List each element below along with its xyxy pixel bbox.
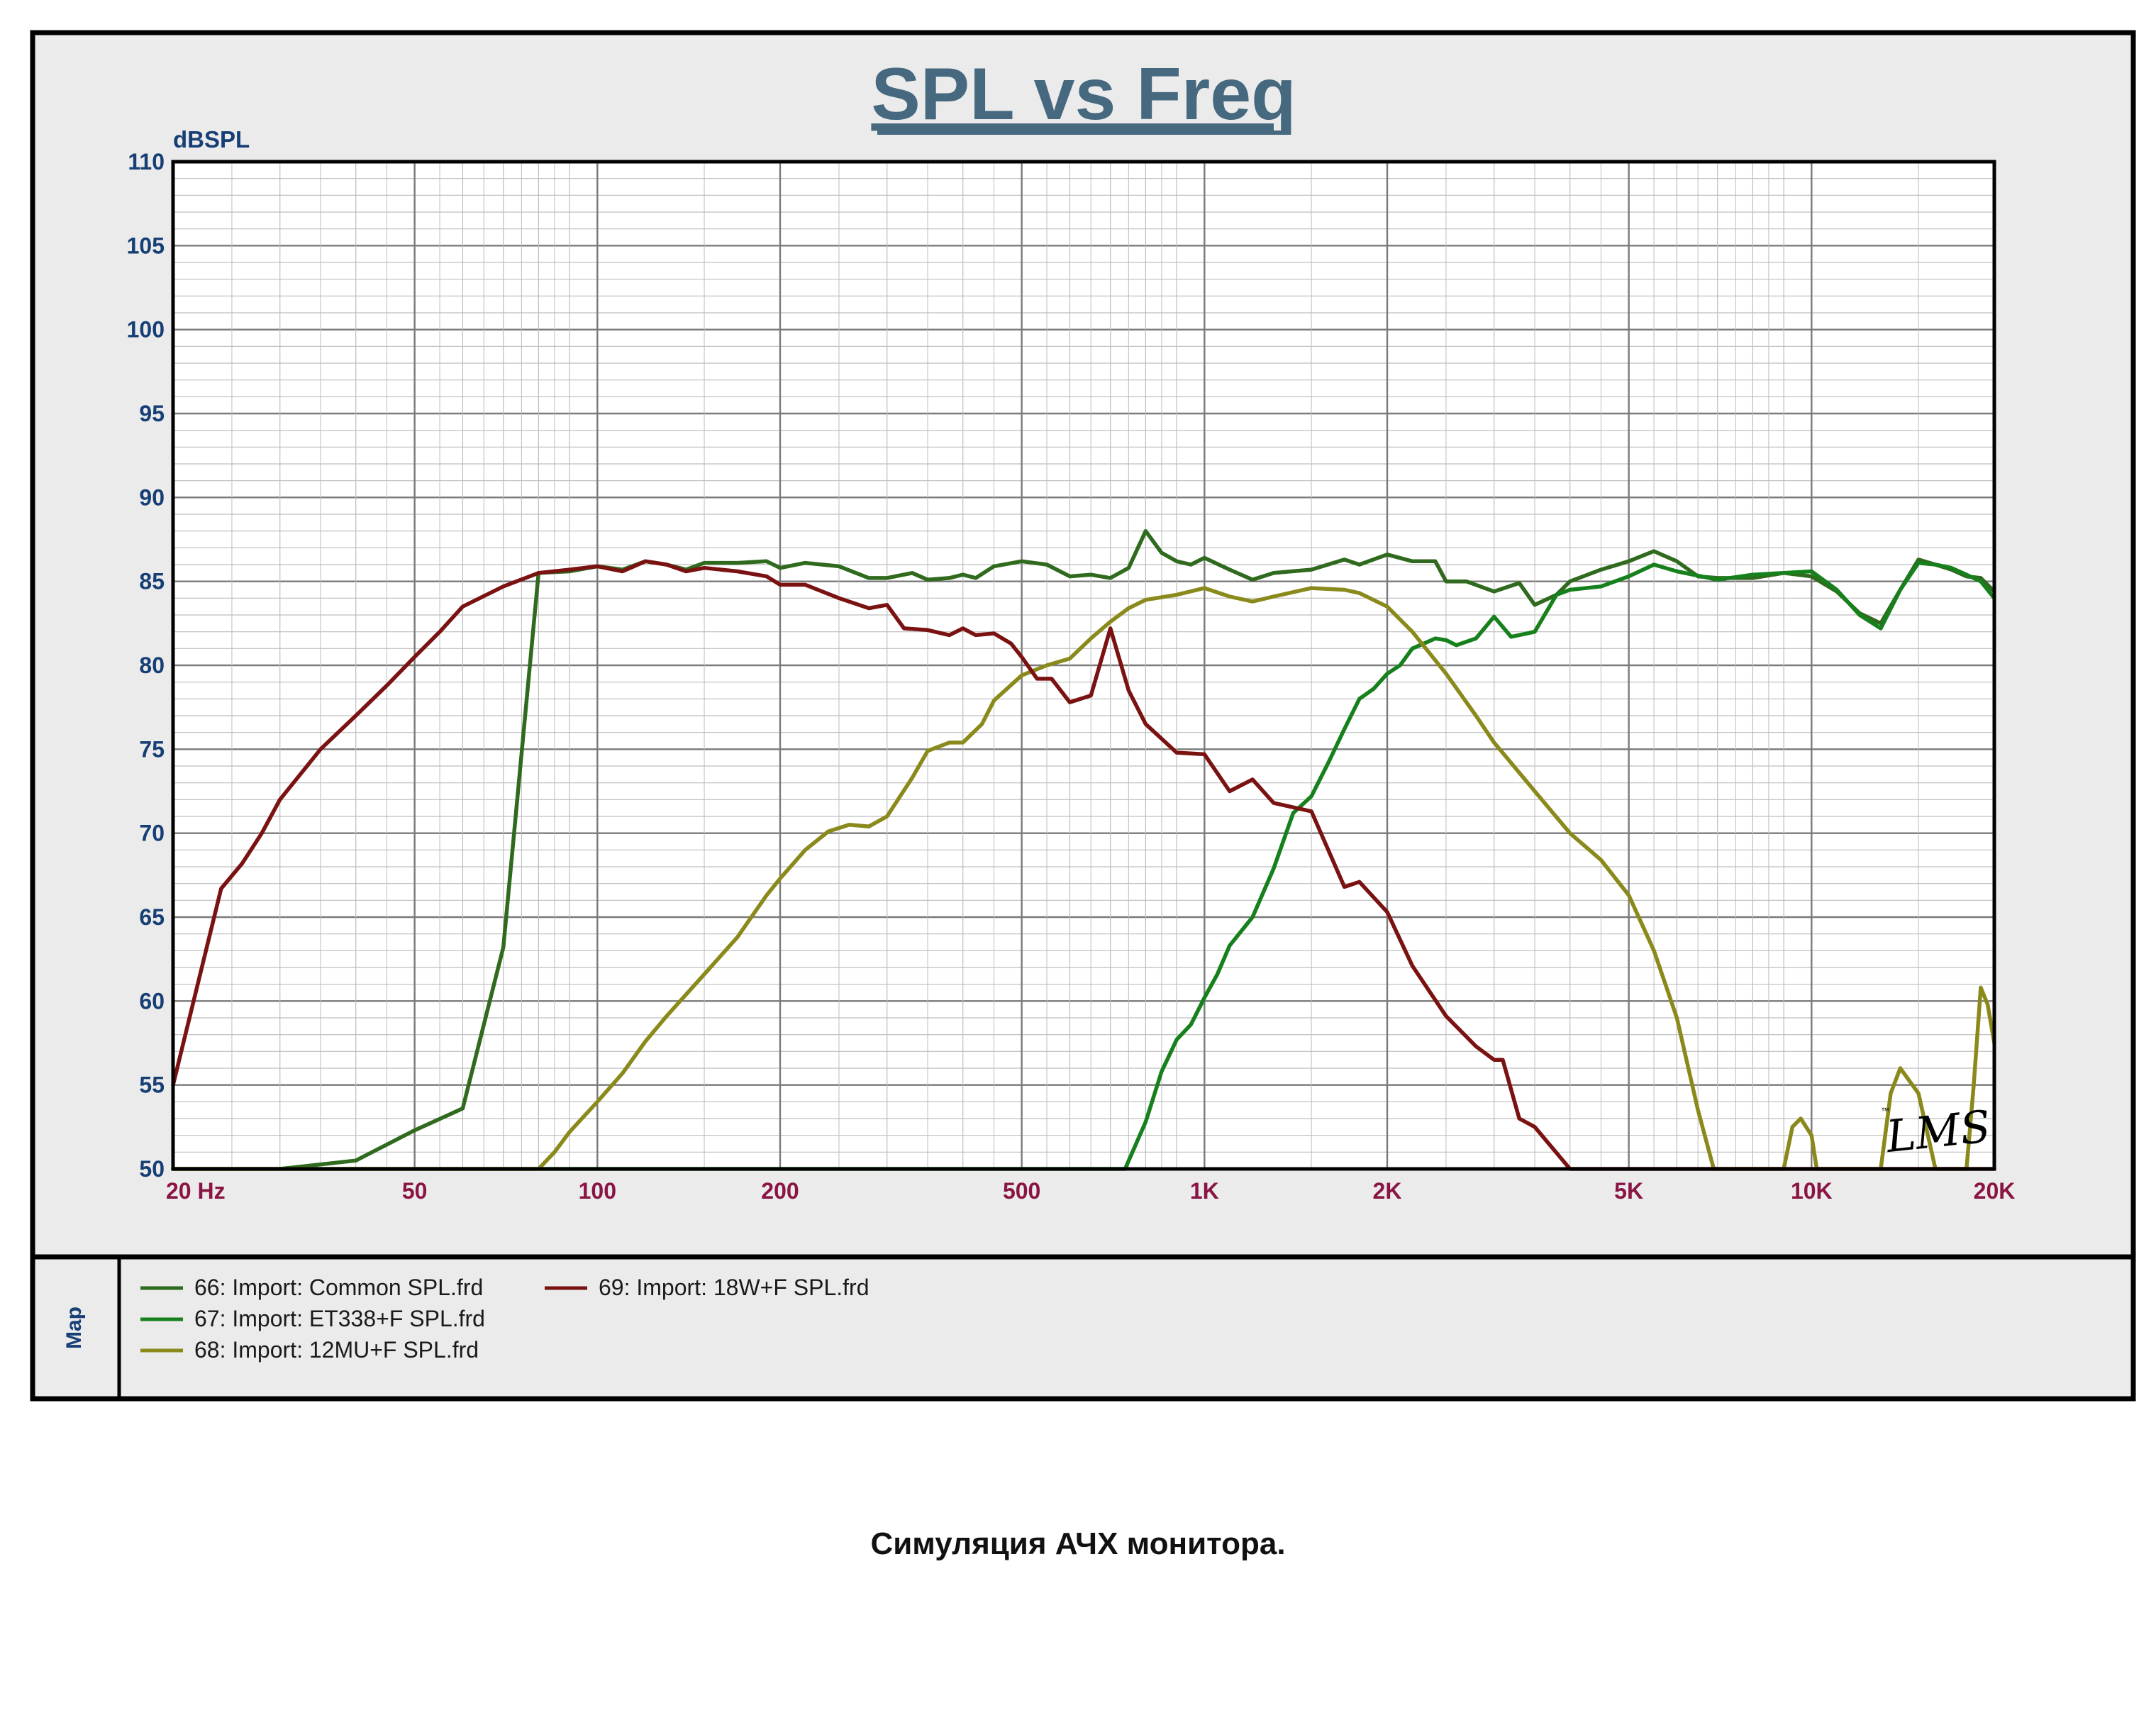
caption: Симуляция АЧХ монитора. [870, 1526, 1286, 1561]
x-tick-label: 200 [761, 1178, 799, 1204]
legend-items: 66: Import: Common SPL.frd 67: Import: ET… [140, 1275, 869, 1363]
series-line-3 [171, 586, 1996, 1171]
series-line-2 [171, 560, 1996, 1171]
legend-box [30, 1254, 2136, 1402]
y-tick-label: 105 [127, 233, 165, 258]
y-tick-label: 85 [139, 569, 165, 594]
legend-label: 68: Import: 12MU+F SPL.frd [194, 1337, 479, 1363]
series-line-4 [171, 559, 1996, 1171]
chart-title: SPL vs Freq [871, 53, 1296, 135]
x-tick-label: 1K [1190, 1178, 1219, 1204]
legend-label: 66: Import: Common SPL.frd [194, 1275, 483, 1300]
lms-logo-text: LMS [1883, 1100, 1993, 1163]
x-tick-label: 20 Hz [166, 1178, 226, 1204]
x-tick-label: 5K [1614, 1178, 1643, 1204]
x-tick-label: 20K [1974, 1178, 2016, 1204]
y-tick-label: 75 [139, 736, 165, 762]
x-tick-label: 100 [579, 1178, 616, 1204]
y-tick-labels: 110 105 100 95 90 85 80 75 70 65 60 55 50 [127, 149, 165, 1182]
y-tick-label: 90 [139, 484, 165, 510]
x-tick-label: 10K [1791, 1178, 1833, 1204]
y-tick-label: 110 [128, 149, 165, 174]
x-tick-label: 500 [1003, 1178, 1040, 1204]
y-tick-label: 95 [139, 401, 165, 426]
x-tick-label: 50 [402, 1178, 428, 1204]
y-tick-label: 80 [139, 653, 165, 678]
y-axis-label: dBSPL [173, 126, 250, 152]
legend-label: 69: Import: 18W+F SPL.frd [599, 1275, 869, 1300]
x-tick-label: 2K [1373, 1178, 1402, 1204]
grid [172, 160, 1996, 1170]
plot-border [171, 160, 1996, 1171]
lms-logo-tm: ™ [1881, 1106, 1889, 1116]
legend-side-label: Map [62, 1307, 86, 1349]
x-tick-labels: 20 Hz 50 100 200 500 1K 2K 5K 10K 20K [166, 1178, 2015, 1204]
lms-logo: LMS ™ [1881, 1100, 1993, 1163]
y-tick-label: 55 [139, 1072, 165, 1098]
y-tick-label: 100 [127, 317, 165, 343]
y-tick-label: 50 [139, 1156, 165, 1182]
series-layer [171, 528, 1996, 1171]
y-tick-label: 70 [139, 821, 165, 846]
legend-label: 67: Import: ET338+F SPL.frd [194, 1306, 485, 1331]
y-tick-label: 65 [139, 904, 165, 930]
y-tick-label: 60 [139, 988, 165, 1014]
